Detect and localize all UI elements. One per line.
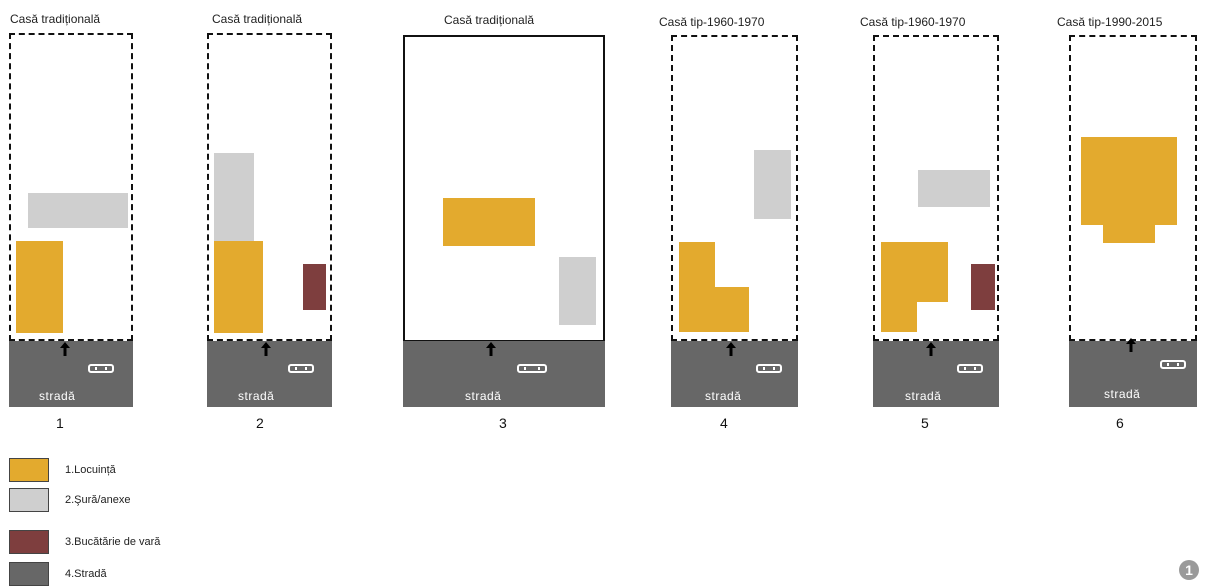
summer-kitchen-building	[303, 264, 326, 310]
street-band: stradă	[671, 341, 798, 407]
dwelling-building	[1081, 137, 1177, 243]
annex-building	[214, 153, 254, 243]
dwelling-building	[214, 241, 263, 333]
figure-number-badge: 1	[1179, 560, 1199, 580]
summer-kitchen-building	[971, 264, 995, 310]
plan-number: 5	[921, 415, 929, 431]
street-label: stradă	[705, 389, 742, 403]
legend-swatch	[9, 458, 49, 482]
street-band: stradă	[873, 341, 999, 407]
dwelling-building	[881, 242, 948, 332]
plan-number: 4	[720, 415, 728, 431]
street-label: stradă	[39, 389, 76, 403]
arrow-up-icon	[60, 342, 70, 356]
dwelling-building	[16, 241, 63, 333]
annex-building	[28, 193, 128, 228]
plan-number: 3	[499, 415, 507, 431]
arrow-up-icon	[486, 342, 496, 356]
annex-building	[754, 150, 791, 219]
car-icon	[957, 364, 983, 373]
arrow-up-icon	[261, 342, 271, 356]
street-label: stradă	[905, 389, 942, 403]
plan-title: Casă tip-1960-1970	[659, 15, 765, 29]
dwelling-building	[679, 242, 749, 332]
plan-number: 6	[1116, 415, 1124, 431]
street-label: stradă	[1104, 387, 1141, 401]
car-icon	[756, 364, 782, 373]
street-label: stradă	[465, 389, 502, 403]
car-icon	[1160, 360, 1186, 369]
car-icon	[517, 364, 547, 373]
arrow-up-icon	[726, 342, 736, 356]
plan-title: Casă tip-1990-2015	[1057, 15, 1163, 29]
legend-swatch	[9, 488, 49, 512]
plan-title: Casă tradițională	[212, 12, 303, 26]
legend-label: 3.Bucătărie de vară	[65, 536, 161, 548]
street-band: stradă	[1069, 338, 1197, 407]
plan-number: 2	[256, 415, 264, 431]
arrow-up-icon	[926, 342, 936, 356]
street-label: stradă	[238, 389, 275, 403]
legend-swatch	[9, 562, 49, 586]
car-icon	[88, 364, 114, 373]
plan-title: Casă tradițională	[10, 12, 101, 26]
legend-label: 1.Locuință	[65, 464, 116, 476]
plan-number: 1	[56, 415, 64, 431]
arrow-up-icon	[1126, 338, 1136, 352]
street-band: stradă	[9, 341, 133, 407]
plan-title: Casă tip-1960-1970	[860, 15, 966, 29]
legend-label: 4.Stradă	[65, 568, 107, 580]
street-band: stradă	[403, 341, 605, 407]
dwelling-building	[443, 198, 535, 246]
street-band: stradă	[207, 341, 332, 407]
plan-title: Casă tradițională	[444, 13, 535, 27]
legend-swatch	[9, 530, 49, 554]
car-icon	[288, 364, 314, 373]
annex-building	[559, 257, 596, 325]
annex-building	[918, 170, 990, 207]
legend-label: 2.Şură/anexe	[65, 494, 131, 506]
